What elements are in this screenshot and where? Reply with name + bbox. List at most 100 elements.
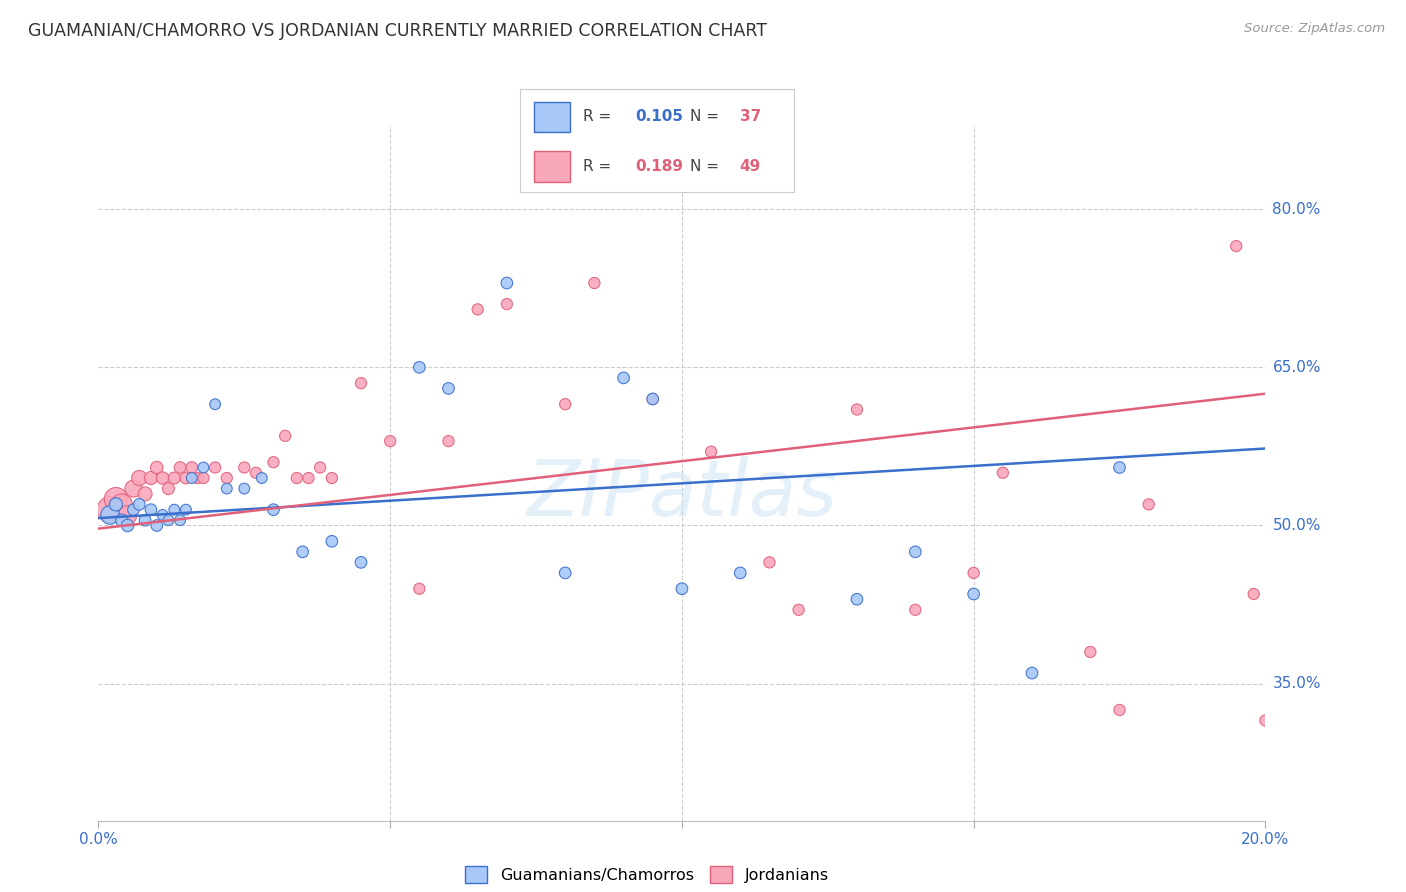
Point — [134, 513, 156, 527]
Text: 50.0%: 50.0% — [1272, 518, 1320, 533]
Point — [1225, 239, 1247, 253]
Point — [139, 471, 162, 485]
Bar — [534, 151, 569, 181]
Point — [1137, 497, 1160, 511]
Point — [671, 582, 693, 596]
Point — [350, 376, 373, 391]
Point — [128, 471, 150, 485]
Point — [233, 460, 256, 475]
Point — [309, 460, 332, 475]
Text: ZIPatlas: ZIPatlas — [526, 456, 838, 532]
Point — [612, 371, 634, 385]
Point — [904, 545, 927, 559]
Point — [1254, 714, 1277, 728]
Point — [845, 402, 868, 417]
Point — [180, 460, 202, 475]
Text: 35.0%: 35.0% — [1272, 676, 1320, 691]
Text: 37: 37 — [740, 110, 761, 124]
Text: 80.0%: 80.0% — [1272, 202, 1320, 217]
Point — [215, 471, 238, 485]
Point — [111, 497, 134, 511]
Point — [245, 466, 267, 480]
Text: Source: ZipAtlas.com: Source: ZipAtlas.com — [1244, 22, 1385, 36]
Point — [174, 502, 197, 516]
Point — [169, 460, 191, 475]
Point — [350, 555, 373, 569]
Point — [117, 508, 139, 522]
Point — [467, 302, 489, 317]
Text: 0.105: 0.105 — [636, 110, 683, 124]
Point — [274, 429, 297, 443]
Point — [146, 518, 169, 533]
Point — [437, 381, 460, 395]
Point — [641, 392, 664, 406]
Point — [152, 471, 174, 485]
Point — [1108, 460, 1130, 475]
Point — [122, 482, 145, 496]
Text: 49: 49 — [740, 159, 761, 174]
Text: R =: R = — [583, 159, 616, 174]
Text: GUAMANIAN/CHAMORRO VS JORDANIAN CURRENTLY MARRIED CORRELATION CHART: GUAMANIAN/CHAMORRO VS JORDANIAN CURRENTL… — [28, 22, 768, 40]
Text: 0.189: 0.189 — [636, 159, 683, 174]
Point — [321, 534, 343, 549]
Point — [104, 492, 127, 507]
Point — [204, 460, 226, 475]
Point — [152, 508, 174, 522]
Text: 65.0%: 65.0% — [1272, 359, 1320, 375]
Point — [193, 471, 215, 485]
Point — [233, 482, 256, 496]
Point — [250, 471, 273, 485]
Point — [98, 508, 121, 522]
Point — [262, 502, 284, 516]
Point — [163, 502, 186, 516]
Point — [554, 566, 576, 580]
Point — [193, 460, 215, 475]
Point — [157, 482, 180, 496]
Point — [758, 555, 780, 569]
Text: N =: N = — [690, 110, 724, 124]
Point — [845, 592, 868, 607]
Point — [1243, 587, 1265, 601]
Bar — [534, 102, 569, 132]
Point — [174, 471, 197, 485]
Point — [437, 434, 460, 449]
Legend: Guamanians/Chamorros, Jordanians: Guamanians/Chamorros, Jordanians — [458, 860, 835, 889]
Point — [378, 434, 402, 449]
Point — [262, 455, 284, 469]
Point — [495, 276, 517, 290]
Point — [146, 460, 169, 475]
Point — [163, 471, 186, 485]
Point — [408, 360, 430, 375]
Point — [187, 471, 209, 485]
Point — [1080, 645, 1102, 659]
Point — [134, 487, 156, 501]
Text: N =: N = — [690, 159, 724, 174]
Point — [104, 497, 127, 511]
Point — [139, 502, 162, 516]
Point — [700, 444, 723, 458]
Point — [554, 397, 576, 411]
Point — [321, 471, 343, 485]
Point — [285, 471, 308, 485]
Point — [157, 513, 180, 527]
Point — [1021, 666, 1043, 681]
Point — [787, 603, 810, 617]
Point — [117, 518, 139, 533]
Point — [962, 566, 984, 580]
Point — [98, 502, 121, 516]
Point — [297, 471, 319, 485]
Point — [991, 466, 1014, 480]
Point — [962, 587, 984, 601]
Point — [583, 276, 606, 290]
Point — [408, 582, 430, 596]
Point — [169, 513, 191, 527]
Point — [291, 545, 314, 559]
Point — [1108, 703, 1130, 717]
Point — [904, 603, 927, 617]
Point — [128, 497, 150, 511]
Point — [641, 392, 664, 406]
Point — [122, 502, 145, 516]
Point — [215, 482, 238, 496]
Text: R =: R = — [583, 110, 616, 124]
Point — [728, 566, 751, 580]
